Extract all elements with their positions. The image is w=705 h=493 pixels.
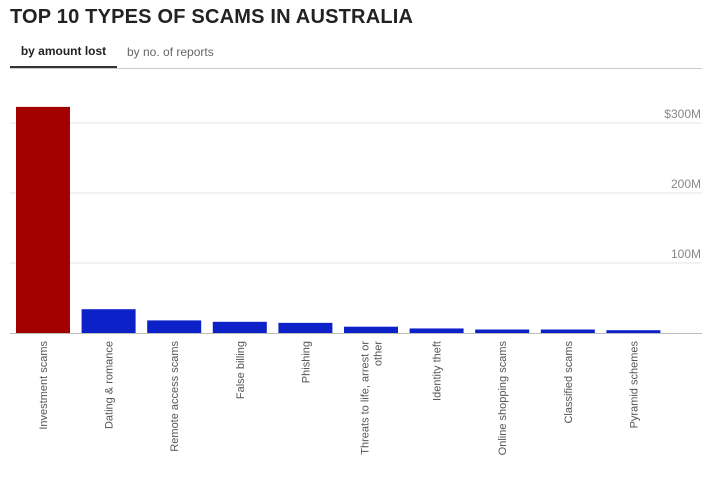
bar <box>147 320 202 333</box>
bar <box>16 106 70 334</box>
x-tick-label: Online shopping scams <box>497 341 509 456</box>
page-title: TOP 10 TYPES OF SCAMS IN AUSTRALIA <box>10 6 414 28</box>
x-tick-label: Investment scams <box>38 341 50 430</box>
x-tick-label: False billing <box>235 341 247 399</box>
x-tick-label: Identity theft <box>432 341 444 401</box>
tab-by-amount-lost[interactable]: by amount lost <box>10 44 117 68</box>
x-tick-label-line: Phishing <box>300 341 312 383</box>
tab-by-no-of-reports[interactable]: by no. of reports <box>127 44 214 68</box>
x-tick-label-line: Threats to life, arrest or <box>360 341 372 455</box>
x-tick-label-line: Identity theft <box>432 341 444 401</box>
y-tick-label: 200M <box>671 177 701 191</box>
bar <box>278 322 333 333</box>
x-tick-label-line: Remote access scams <box>169 341 181 452</box>
bar <box>409 328 464 333</box>
y-tick-label: 100M <box>671 247 701 261</box>
x-tick-label-line: other <box>373 341 385 366</box>
x-tick-label-line: Dating & romance <box>104 341 116 429</box>
x-tick-label-line: Online shopping scams <box>497 341 509 456</box>
bar <box>212 321 267 333</box>
x-tick-label: Threats to life, arrest or other <box>360 341 385 455</box>
bar <box>475 329 530 333</box>
tab-bar: by amount lost by no. of reports <box>10 40 702 69</box>
x-tick-label-line: False billing <box>235 341 247 399</box>
bar <box>606 330 661 333</box>
x-tick-label: Dating & romance <box>104 341 116 429</box>
x-tick-label: Pyramid schemes <box>628 341 640 429</box>
bar <box>81 309 136 333</box>
bar <box>344 326 398 333</box>
x-tick-label-line: Classified scams <box>563 341 575 424</box>
x-tick-label: Remote access scams <box>169 341 181 452</box>
x-tick-label: Phishing <box>300 341 312 383</box>
x-tick-label-line: Investment scams <box>38 341 50 430</box>
x-tick-label: Classified scams <box>563 341 575 424</box>
bar <box>540 329 595 333</box>
y-tick-label: $300M <box>664 107 701 121</box>
x-tick-label-line: Pyramid schemes <box>628 341 640 429</box>
